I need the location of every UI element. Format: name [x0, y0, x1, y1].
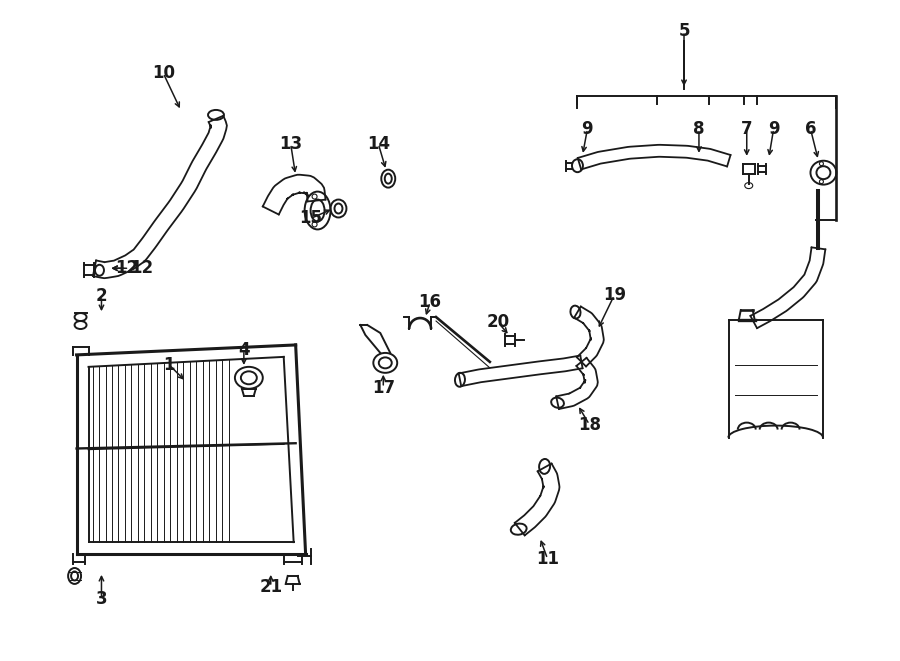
Text: 4: 4: [238, 341, 249, 359]
Text: 12: 12: [130, 259, 153, 277]
Text: 13: 13: [279, 135, 302, 153]
Text: 6: 6: [805, 120, 816, 138]
Text: 3: 3: [95, 590, 107, 608]
Text: 5: 5: [679, 22, 689, 40]
Text: 15: 15: [299, 210, 322, 227]
Text: 7: 7: [741, 120, 752, 138]
Text: 8: 8: [693, 120, 705, 138]
Text: 10: 10: [152, 64, 175, 82]
Text: 9: 9: [768, 120, 779, 138]
Text: 14: 14: [366, 135, 390, 153]
Text: 1: 1: [164, 356, 175, 374]
Text: 11: 11: [536, 550, 559, 568]
Text: 21: 21: [259, 578, 283, 596]
Text: 9: 9: [581, 120, 593, 138]
Text: 19: 19: [603, 286, 625, 304]
Text: 20: 20: [486, 313, 509, 331]
Text: 16: 16: [418, 293, 442, 311]
Text: 17: 17: [372, 379, 395, 397]
Text: 2: 2: [95, 287, 107, 305]
Text: 18: 18: [578, 416, 601, 434]
Text: 12: 12: [115, 259, 138, 277]
